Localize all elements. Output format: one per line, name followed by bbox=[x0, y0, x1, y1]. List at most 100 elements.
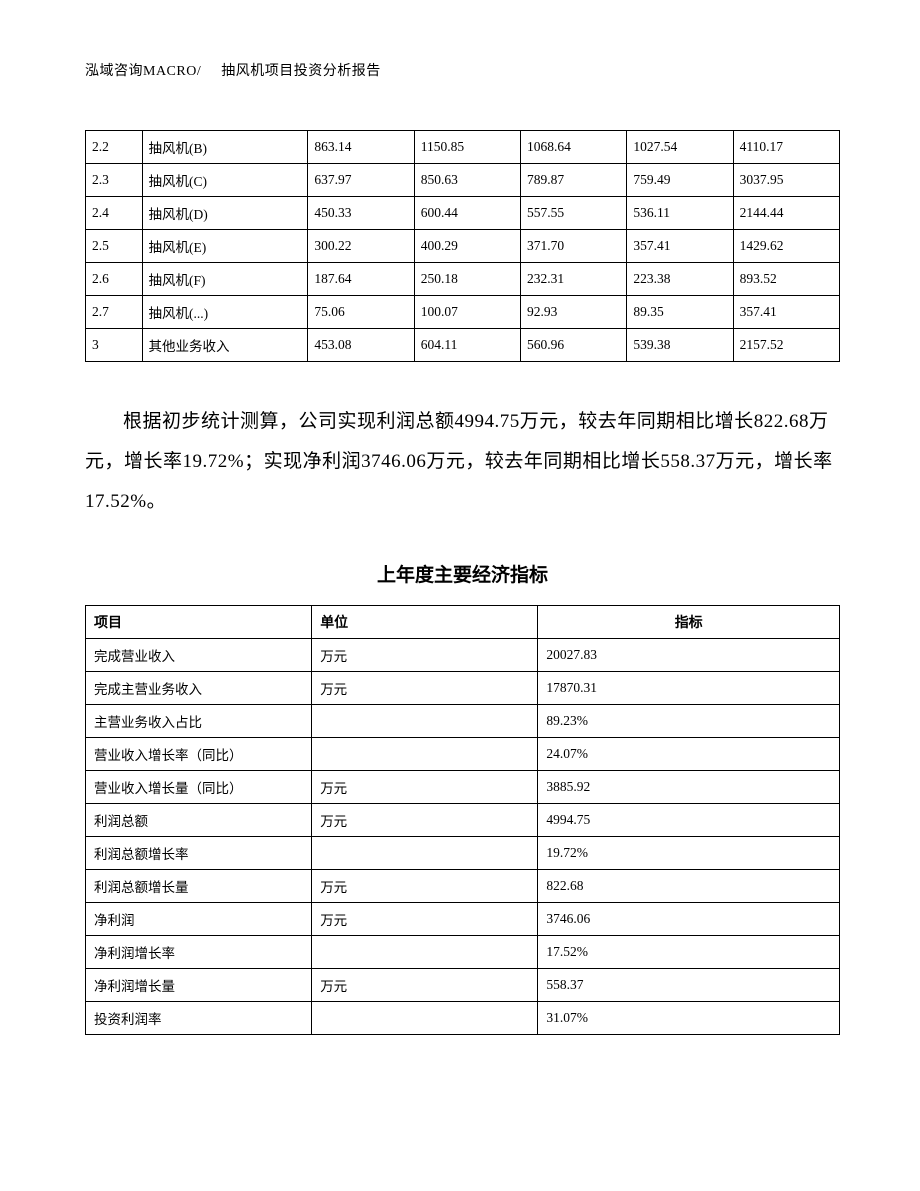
table-cell: 400.29 bbox=[414, 230, 520, 263]
table-row: 主营业务收入占比 89.23% bbox=[86, 704, 840, 737]
table-cell: 893.52 bbox=[733, 263, 839, 296]
table-cell: 万元 bbox=[312, 770, 538, 803]
table-cell: 1429.62 bbox=[733, 230, 839, 263]
table-cell: 558.37 bbox=[538, 968, 840, 1001]
table-row: 利润总额万元4994.75 bbox=[86, 803, 840, 836]
table-cell: 营业收入增长量（同比） bbox=[86, 770, 312, 803]
table-cell: 1027.54 bbox=[627, 131, 733, 164]
indicators-table: 项目 单位 指标 完成营业收入万元20027.83完成主营业务收入万元17870… bbox=[85, 605, 840, 1035]
table-cell: 2144.44 bbox=[733, 197, 839, 230]
table-row: 2.2抽风机(B)863.141150.851068.641027.544110… bbox=[86, 131, 840, 164]
table-cell: 万元 bbox=[312, 869, 538, 902]
table-cell: 2.2 bbox=[86, 131, 143, 164]
table-cell: 557.55 bbox=[521, 197, 627, 230]
table-cell: 抽风机(E) bbox=[142, 230, 308, 263]
table-cell bbox=[312, 704, 538, 737]
table-cell: 637.97 bbox=[308, 164, 414, 197]
table-cell: 300.22 bbox=[308, 230, 414, 263]
table-cell: 822.68 bbox=[538, 869, 840, 902]
table-cell: 100.07 bbox=[414, 296, 520, 329]
summary-paragraph: 根据初步统计测算，公司实现利润总额4994.75万元，较去年同期相比增长822.… bbox=[85, 402, 840, 522]
table-row: 净利润万元3746.06 bbox=[86, 902, 840, 935]
table-cell: 4110.17 bbox=[733, 131, 839, 164]
table-row: 投资利润率 31.07% bbox=[86, 1001, 840, 1034]
table-row: 2.5抽风机(E)300.22400.29371.70357.411429.62 bbox=[86, 230, 840, 263]
table-cell bbox=[312, 935, 538, 968]
table-cell: 抽风机(F) bbox=[142, 263, 308, 296]
header-item: 项目 bbox=[86, 605, 312, 638]
table-cell: 2.7 bbox=[86, 296, 143, 329]
table-cell: 营业收入增长率（同比） bbox=[86, 737, 312, 770]
revenue-table: 2.2抽风机(B)863.141150.851068.641027.544110… bbox=[85, 130, 840, 362]
table-cell: 250.18 bbox=[414, 263, 520, 296]
table-cell: 投资利润率 bbox=[86, 1001, 312, 1034]
table-cell: 抽风机(B) bbox=[142, 131, 308, 164]
indicators-header-row: 项目 单位 指标 bbox=[86, 605, 840, 638]
table-cell: 净利润 bbox=[86, 902, 312, 935]
header-title: 抽风机项目投资分析报告 bbox=[221, 64, 381, 79]
table-cell: 万元 bbox=[312, 803, 538, 836]
table-cell: 万元 bbox=[312, 671, 538, 704]
table-row: 完成主营业务收入万元17870.31 bbox=[86, 671, 840, 704]
table-row: 3其他业务收入453.08604.11560.96539.382157.52 bbox=[86, 329, 840, 362]
table-cell: 2157.52 bbox=[733, 329, 839, 362]
table-cell: 863.14 bbox=[308, 131, 414, 164]
table-row: 营业收入增长量（同比）万元3885.92 bbox=[86, 770, 840, 803]
indicators-table-title: 上年度主要经济指标 bbox=[85, 560, 840, 587]
table-cell: 2.5 bbox=[86, 230, 143, 263]
table-cell: 17.52% bbox=[538, 935, 840, 968]
table-cell: 600.44 bbox=[414, 197, 520, 230]
table-cell: 24.07% bbox=[538, 737, 840, 770]
table-cell: 净利润增长率 bbox=[86, 935, 312, 968]
table-cell: 187.64 bbox=[308, 263, 414, 296]
table-row: 营业收入增长率（同比） 24.07% bbox=[86, 737, 840, 770]
header-unit: 单位 bbox=[312, 605, 538, 638]
table-cell: 19.72% bbox=[538, 836, 840, 869]
table-row: 完成营业收入万元20027.83 bbox=[86, 638, 840, 671]
header-indicator: 指标 bbox=[538, 605, 840, 638]
table-cell: 92.93 bbox=[521, 296, 627, 329]
table-cell: 万元 bbox=[312, 638, 538, 671]
table-cell: 1150.85 bbox=[414, 131, 520, 164]
table-cell: 789.87 bbox=[521, 164, 627, 197]
table-cell: 其他业务收入 bbox=[142, 329, 308, 362]
table-cell: 17870.31 bbox=[538, 671, 840, 704]
table-cell: 20027.83 bbox=[538, 638, 840, 671]
table-cell: 抽风机(...) bbox=[142, 296, 308, 329]
table-cell: 3 bbox=[86, 329, 143, 362]
table-cell: 2.3 bbox=[86, 164, 143, 197]
table-row: 净利润增长量万元558.37 bbox=[86, 968, 840, 1001]
table-cell bbox=[312, 1001, 538, 1034]
table-cell bbox=[312, 836, 538, 869]
table-row: 2.6抽风机(F)187.64250.18232.31223.38893.52 bbox=[86, 263, 840, 296]
table-cell: 万元 bbox=[312, 968, 538, 1001]
table-cell: 利润总额增长量 bbox=[86, 869, 312, 902]
table-cell: 539.38 bbox=[627, 329, 733, 362]
table-cell: 232.31 bbox=[521, 263, 627, 296]
table-row: 利润总额增长量万元822.68 bbox=[86, 869, 840, 902]
table-cell: 89.35 bbox=[627, 296, 733, 329]
table-cell: 604.11 bbox=[414, 329, 520, 362]
table-cell: 850.63 bbox=[414, 164, 520, 197]
table-row: 2.3抽风机(C)637.97850.63789.87759.493037.95 bbox=[86, 164, 840, 197]
table-cell bbox=[312, 737, 538, 770]
table-cell: 75.06 bbox=[308, 296, 414, 329]
table-cell: 主营业务收入占比 bbox=[86, 704, 312, 737]
header-company: 泓域咨询MACRO/ bbox=[85, 64, 201, 79]
indicators-table-body: 完成营业收入万元20027.83完成主营业务收入万元17870.31主营业务收入… bbox=[86, 638, 840, 1034]
table-cell: 31.07% bbox=[538, 1001, 840, 1034]
table-row: 利润总额增长率 19.72% bbox=[86, 836, 840, 869]
table-cell: 453.08 bbox=[308, 329, 414, 362]
page-header: 泓域咨询MACRO/ 抽风机项目投资分析报告 bbox=[85, 60, 840, 80]
table-cell: 2.6 bbox=[86, 263, 143, 296]
table-cell: 抽风机(C) bbox=[142, 164, 308, 197]
table-cell: 4994.75 bbox=[538, 803, 840, 836]
table-row: 净利润增长率 17.52% bbox=[86, 935, 840, 968]
header-spacer bbox=[205, 64, 217, 79]
table-cell: 357.41 bbox=[733, 296, 839, 329]
table-cell: 223.38 bbox=[627, 263, 733, 296]
table-cell: 完成营业收入 bbox=[86, 638, 312, 671]
table-cell: 利润总额增长率 bbox=[86, 836, 312, 869]
table-cell: 89.23% bbox=[538, 704, 840, 737]
table-row: 2.7抽风机(...)75.06100.0792.9389.35357.41 bbox=[86, 296, 840, 329]
